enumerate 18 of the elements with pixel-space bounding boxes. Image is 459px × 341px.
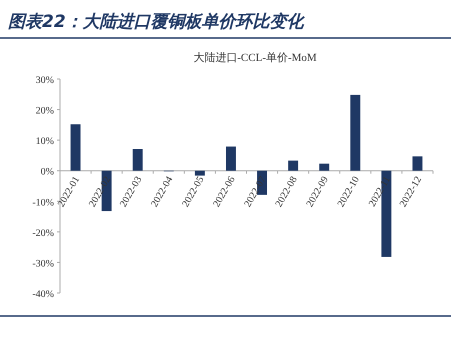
chart-subtitle: 大陆进口-CCL-单价-MoM <box>193 51 317 64</box>
bar <box>350 94 360 171</box>
y-tick-label: 0% <box>40 166 54 178</box>
chart-title: 图表22：大陆进口覆铜板单价环比变化 <box>8 12 306 32</box>
y-tick-label: -40% <box>32 289 54 300</box>
bar <box>226 146 236 171</box>
y-tick-label: -20% <box>32 228 54 239</box>
y-tick-label: -10% <box>32 197 54 208</box>
bar <box>194 170 205 176</box>
bar <box>412 156 422 171</box>
y-tick-label: 10% <box>36 136 54 148</box>
bar <box>319 164 330 171</box>
y-tick-label: 20% <box>36 106 54 117</box>
bar <box>132 149 143 171</box>
y-tick-label: -30% <box>32 258 54 270</box>
y-tick-label: 30% <box>36 75 54 86</box>
bar <box>288 160 298 171</box>
bar <box>70 124 81 171</box>
